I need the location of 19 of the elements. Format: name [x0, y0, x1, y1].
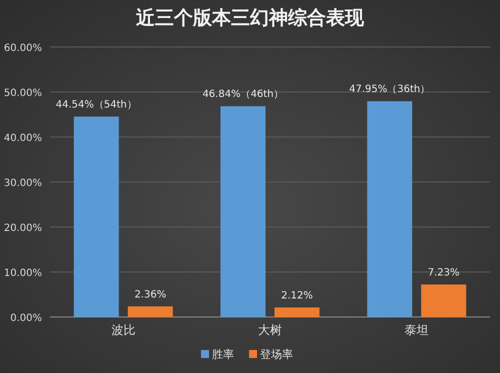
title: 近三个版本三幻神综合表现 — [136, 7, 364, 29]
data-label: 46.84%（46th） — [202, 89, 284, 100]
data-label: 7.23% — [428, 267, 460, 278]
x-tick-label: 大树 — [258, 323, 282, 337]
x-tick-label: 泰坦 — [404, 323, 429, 337]
legend-label: 胜率 — [212, 348, 234, 361]
data-label: 2.36% — [134, 289, 166, 300]
y-tick-label: 40.00% — [4, 133, 42, 144]
y-tick-label: 20.00% — [4, 223, 42, 234]
y-tick-label: 0.00% — [10, 313, 42, 324]
x-tick-label: 波比 — [111, 323, 136, 337]
data-label: 2.12% — [281, 290, 313, 302]
data-label: 47.95%（36th） — [349, 84, 430, 96]
y-tick-label: 60.00% — [4, 43, 42, 54]
legend-label: 登场率 — [260, 348, 293, 361]
y-tick-label: 50.00% — [4, 88, 42, 99]
data-label: 44.54%（54th） — [56, 100, 137, 111]
y-tick-label: 30.00% — [4, 178, 42, 189]
y-tick-label: 10.00% — [4, 268, 42, 279]
